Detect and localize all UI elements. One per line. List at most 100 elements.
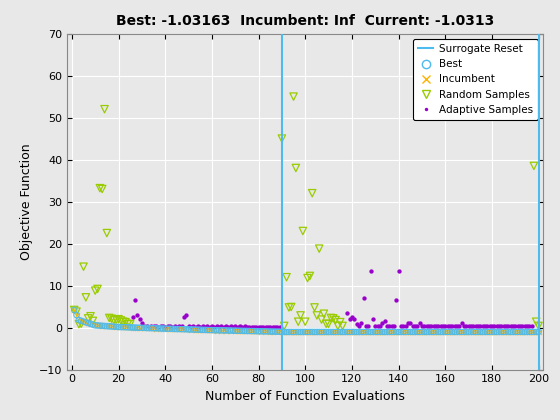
Point	[221, 327, 230, 334]
Point	[352, 328, 361, 335]
Point	[77, 318, 86, 324]
Point	[207, 327, 216, 333]
Point	[282, 328, 291, 335]
Point	[217, 327, 226, 334]
Point	[531, 318, 540, 325]
Point	[69, 307, 78, 313]
Point	[347, 314, 356, 320]
Point	[128, 314, 137, 320]
Point	[226, 327, 235, 334]
Point	[184, 323, 193, 330]
Point	[387, 328, 396, 335]
Point	[114, 316, 123, 323]
Point	[422, 328, 431, 335]
Point	[219, 323, 228, 330]
Point	[487, 323, 496, 329]
Point	[100, 323, 109, 329]
Point	[91, 322, 100, 329]
Point	[165, 323, 174, 329]
Point	[473, 328, 482, 335]
Point	[343, 310, 352, 316]
Point	[242, 328, 251, 334]
Point	[349, 328, 358, 335]
Point	[226, 323, 235, 330]
Point	[410, 323, 419, 329]
Point	[121, 319, 130, 326]
Point	[321, 328, 330, 335]
Point	[170, 326, 179, 332]
Point	[401, 328, 410, 335]
Point	[461, 323, 470, 329]
Point	[431, 328, 440, 335]
Point	[508, 328, 517, 335]
Point	[485, 328, 494, 335]
Point	[499, 329, 508, 336]
Point	[331, 328, 340, 335]
Point	[375, 322, 384, 329]
Point	[511, 328, 520, 335]
Point	[74, 316, 83, 323]
Point	[331, 317, 340, 323]
Point	[198, 323, 207, 330]
Point	[529, 328, 538, 335]
Point	[209, 327, 218, 333]
Point	[203, 327, 212, 333]
Point	[240, 323, 249, 330]
Point	[254, 328, 263, 335]
Point	[380, 328, 389, 335]
Point	[121, 324, 130, 331]
Point	[186, 326, 195, 333]
Point	[368, 328, 377, 335]
Point	[137, 324, 146, 331]
Point	[179, 326, 188, 333]
Point	[455, 328, 464, 335]
Point	[433, 323, 442, 329]
Point	[102, 323, 111, 330]
Point	[461, 328, 470, 335]
Point	[497, 328, 506, 335]
Point	[433, 328, 442, 335]
Point	[247, 328, 256, 334]
Point	[111, 324, 121, 331]
Point	[135, 325, 144, 331]
Point	[93, 322, 102, 329]
Point	[403, 320, 412, 327]
Point	[511, 323, 520, 329]
Point	[420, 328, 429, 335]
Point	[191, 323, 200, 330]
Point	[385, 322, 394, 329]
Point	[170, 323, 179, 330]
Point	[408, 328, 417, 335]
Point	[168, 326, 177, 333]
Point	[97, 323, 106, 329]
Point	[235, 323, 244, 330]
Point	[149, 325, 158, 332]
Point	[130, 324, 139, 331]
Point	[86, 313, 95, 320]
Point	[483, 328, 492, 335]
Point	[165, 326, 174, 332]
Point	[349, 328, 358, 335]
Point	[345, 316, 354, 323]
Point	[205, 327, 214, 334]
Point	[522, 328, 531, 335]
Point	[415, 328, 424, 335]
Point	[443, 328, 452, 335]
Point	[279, 323, 289, 329]
Point	[515, 328, 524, 335]
Point	[275, 323, 284, 330]
Point	[445, 328, 454, 335]
Point	[455, 323, 464, 329]
Point	[324, 328, 333, 335]
Point	[161, 323, 170, 330]
Point	[478, 329, 487, 336]
Point	[142, 325, 151, 331]
Point	[261, 328, 270, 334]
Point	[163, 326, 172, 332]
Point	[333, 323, 342, 329]
Point	[287, 328, 296, 335]
Point	[293, 328, 302, 335]
Point	[265, 323, 274, 330]
Point	[175, 326, 184, 332]
Point	[480, 328, 489, 335]
